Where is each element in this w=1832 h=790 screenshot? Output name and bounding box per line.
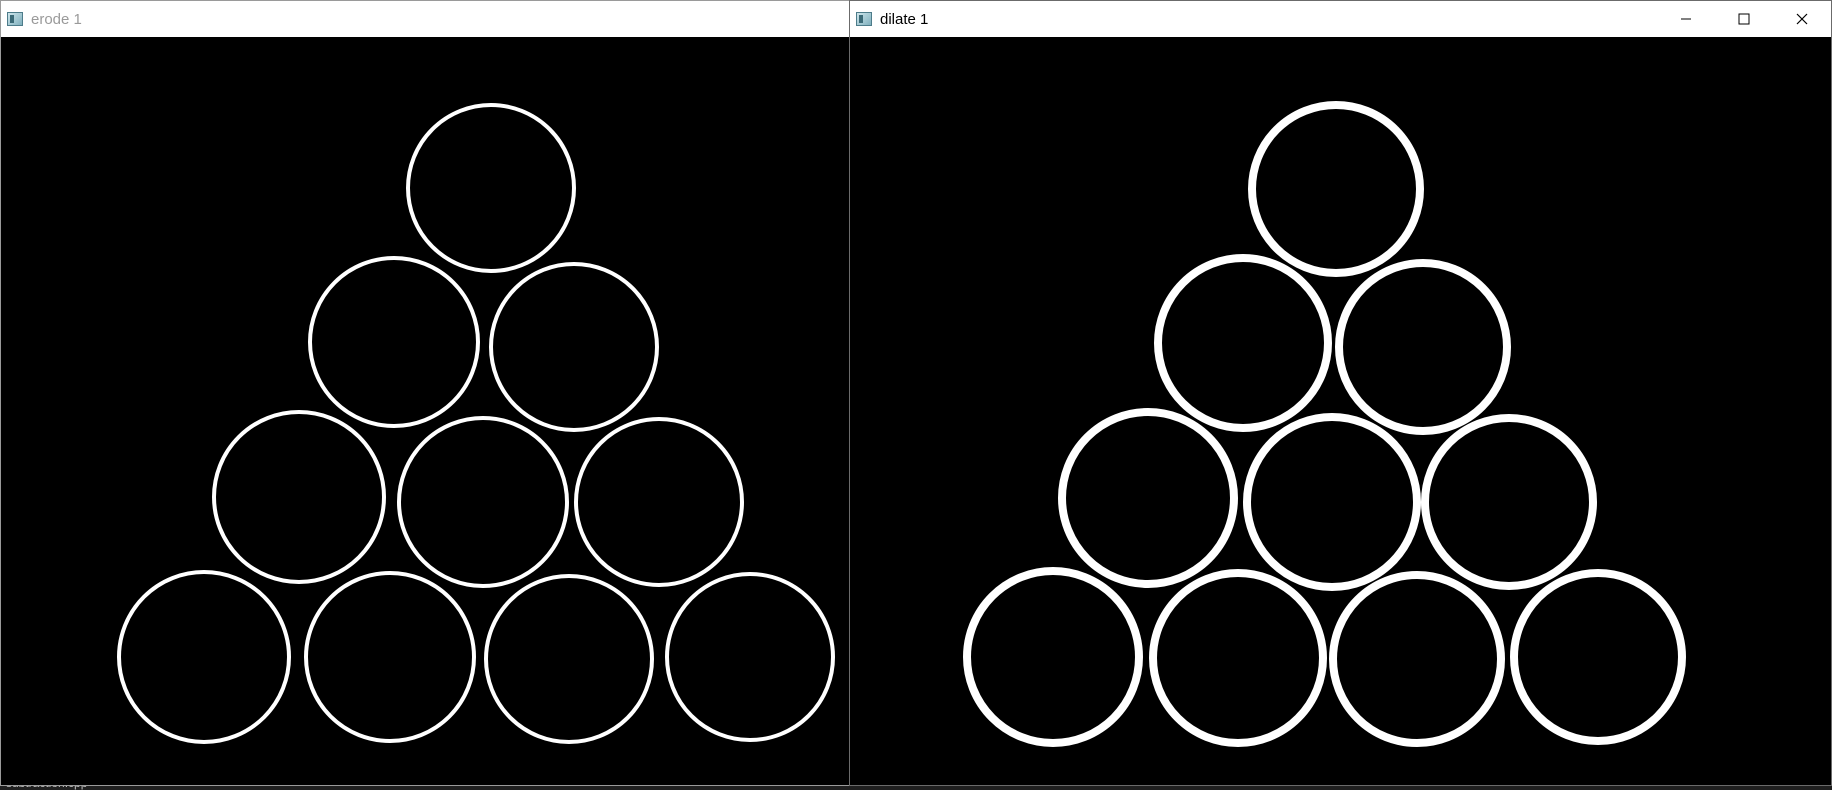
- opencv-window-icon: [856, 12, 872, 26]
- close-icon: [1796, 13, 1808, 25]
- erode-ring-10: [665, 572, 835, 742]
- dilate-window[interactable]: dilate 1: [849, 0, 1832, 786]
- dilate-ring-3: [1335, 259, 1511, 435]
- close-button[interactable]: [1773, 1, 1831, 37]
- erode-ring-4: [212, 410, 386, 584]
- erode-ring-1: [406, 103, 576, 273]
- erode-ring-8: [304, 571, 476, 743]
- dilate-ring-5: [1243, 413, 1421, 591]
- opencv-window-icon: [7, 12, 23, 26]
- dilate-ring-10: [1510, 569, 1686, 745]
- dilate-ring-8: [1149, 569, 1327, 747]
- erode-ring-2: [308, 256, 480, 428]
- dilate-ring-2: [1154, 254, 1332, 432]
- maximize-button[interactable]: [1715, 1, 1773, 37]
- erode-window[interactable]: erode 1: [0, 0, 850, 786]
- erode-image-canvas[interactable]: [1, 37, 849, 785]
- erode-ring-7: [117, 570, 291, 744]
- window-titlebar[interactable]: erode 1: [1, 1, 849, 37]
- window-controls: [1657, 1, 1831, 37]
- erode-ring-5: [397, 416, 569, 588]
- dilate-ring-4: [1058, 408, 1238, 588]
- dilate-ring-6: [1421, 414, 1597, 590]
- dilate-ring-7: [963, 567, 1143, 747]
- maximize-icon: [1738, 13, 1750, 25]
- window-title: dilate 1: [880, 10, 929, 28]
- erode-image: [117, 103, 835, 744]
- dilate-ring-1: [1248, 101, 1424, 277]
- erode-ring-6: [574, 417, 744, 587]
- dilate-ring-9: [1329, 571, 1505, 747]
- dilate-image: [963, 101, 1686, 747]
- erode-ring-9: [484, 574, 654, 744]
- minimize-icon: [1681, 18, 1691, 20]
- erode-ring-3: [489, 262, 659, 432]
- dilate-image-canvas[interactable]: [850, 37, 1831, 785]
- minimize-button[interactable]: [1657, 1, 1715, 37]
- window-titlebar[interactable]: dilate 1: [850, 1, 1831, 37]
- window-title: erode 1: [31, 10, 82, 28]
